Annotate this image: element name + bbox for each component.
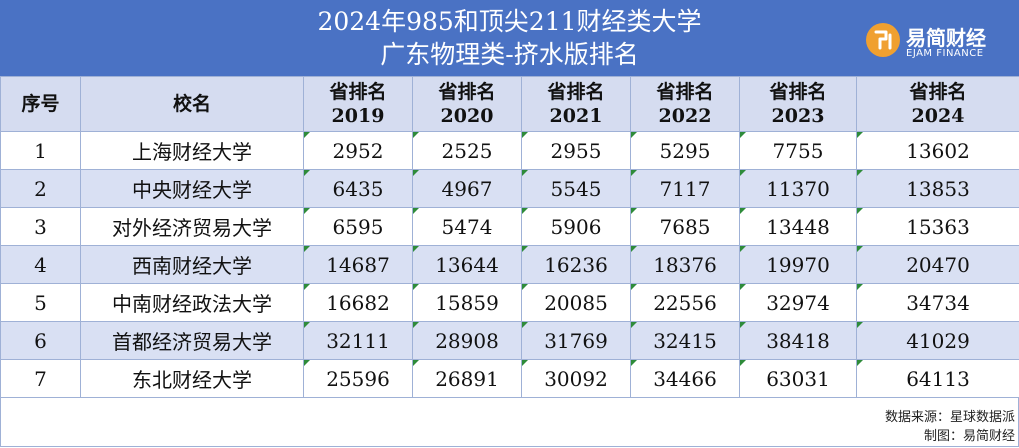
rank-cell: 2952 xyxy=(303,131,413,170)
header-year-2023: 省排名 2023 xyxy=(739,76,857,132)
rank-cell: 6595 xyxy=(303,207,413,246)
rank-cell: 13448 xyxy=(739,207,857,246)
table-row: 2 中央财经大学 6435 4967 5545 7117 11370 13853 xyxy=(0,169,1019,208)
rank-cell: 16682 xyxy=(303,283,413,322)
ranking-table: 序号 校名 省排名 2019 省排名 2020 省排名 2021 省排名 2022 省排… xyxy=(0,76,1019,398)
table-row: 3 对外经济贸易大学 6595 5474 5906 7685 13448 153… xyxy=(0,207,1019,246)
brand-logo: 易简财经 EJAM FINANCE xyxy=(866,23,1006,63)
rank-cell: 6435 xyxy=(303,169,413,208)
data-source: 数据来源：星球数据派 xyxy=(884,410,1015,425)
rank-cell: 4967 xyxy=(412,169,522,208)
rank-cell: 18376 xyxy=(630,245,740,284)
rank-cell: 32415 xyxy=(630,321,740,360)
page-subtitle: 广东物理类-挤水版排名 xyxy=(380,40,639,69)
rank-cell: 38418 xyxy=(739,321,857,360)
header-school: 校名 xyxy=(80,76,304,132)
row-index: 3 xyxy=(0,207,81,246)
rank-cell: 15859 xyxy=(412,283,522,322)
row-index: 4 xyxy=(0,245,81,284)
table-row: 1 上海财经大学 2952 2525 2955 5295 7755 13602 xyxy=(0,131,1019,170)
ejam-logo-icon xyxy=(866,23,900,57)
rank-cell: 22556 xyxy=(630,283,740,322)
row-school: 首都经济贸易大学 xyxy=(80,321,304,360)
rank-cell: 19970 xyxy=(739,245,857,284)
row-index: 2 xyxy=(0,169,81,208)
header-year-2022: 省排名 2022 xyxy=(630,76,740,132)
header-year-2019: 省排名 2019 xyxy=(303,76,413,132)
rank-cell: 15363 xyxy=(856,207,1019,246)
row-school: 东北财经大学 xyxy=(80,359,304,398)
rank-cell: 16236 xyxy=(521,245,631,284)
rank-cell: 41029 xyxy=(856,321,1019,360)
row-index: 1 xyxy=(0,131,81,170)
header-row: 序号 校名 省排名 2019 省排名 2020 省排名 2021 省排名 2022 省排… xyxy=(0,76,1019,132)
row-school: 对外经济贸易大学 xyxy=(80,207,304,246)
table-row: 6 首都经济贸易大学 32111 28908 31769 32415 38418… xyxy=(0,321,1019,360)
rank-cell: 5474 xyxy=(412,207,522,246)
rank-cell: 2525 xyxy=(412,131,522,170)
row-index: 7 xyxy=(0,359,81,398)
rank-cell: 34734 xyxy=(856,283,1019,322)
header-year-2021: 省排名 2021 xyxy=(521,76,631,132)
rank-cell: 5545 xyxy=(521,169,631,208)
rank-cell: 26891 xyxy=(412,359,522,398)
rank-cell: 13602 xyxy=(856,131,1019,170)
row-school: 上海财经大学 xyxy=(80,131,304,170)
rank-cell: 7117 xyxy=(630,169,740,208)
page-title: 2024年985和顶尖211财经类大学 xyxy=(317,7,702,36)
rank-cell: 20470 xyxy=(856,245,1019,284)
table-row: 5 中南财经政法大学 16682 15859 20085 22556 32974… xyxy=(0,283,1019,322)
row-school: 中央财经大学 xyxy=(80,169,304,208)
rank-cell: 25596 xyxy=(303,359,413,398)
rank-cell: 30092 xyxy=(521,359,631,398)
rank-cell: 14687 xyxy=(303,245,413,284)
rank-cell: 7755 xyxy=(739,131,857,170)
rank-cell: 31769 xyxy=(521,321,631,360)
rank-cell: 34466 xyxy=(630,359,740,398)
rank-cell: 11370 xyxy=(739,169,857,208)
row-index: 6 xyxy=(0,321,81,360)
header-index: 序号 xyxy=(0,76,81,132)
rank-cell: 5906 xyxy=(521,207,631,246)
rank-cell: 20085 xyxy=(521,283,631,322)
rank-cell: 13853 xyxy=(856,169,1019,208)
row-index: 5 xyxy=(0,283,81,322)
rank-cell: 5295 xyxy=(630,131,740,170)
row-school: 中南财经政法大学 xyxy=(80,283,304,322)
rank-cell: 64113 xyxy=(856,359,1019,398)
rank-cell: 28908 xyxy=(412,321,522,360)
rank-cell: 7685 xyxy=(630,207,740,246)
table-row: 7 东北财经大学 25596 26891 30092 34466 63031 6… xyxy=(0,359,1019,398)
chart-author: 制图：易简财经 xyxy=(923,429,1015,444)
brand-name-cn: 易简财经 xyxy=(906,26,986,50)
row-school: 西南财经大学 xyxy=(80,245,304,284)
title-banner: 2024年985和顶尖211财经类大学 广东物理类-挤水版排名 易简财经 EJA… xyxy=(0,0,1019,76)
rank-cell: 63031 xyxy=(739,359,857,398)
header-year-2020: 省排名 2020 xyxy=(412,76,522,132)
rank-cell: 32111 xyxy=(303,321,413,360)
table-row: 4 西南财经大学 14687 13644 16236 18376 19970 2… xyxy=(0,245,1019,284)
rank-cell: 2955 xyxy=(521,131,631,170)
footer-box xyxy=(0,398,1019,447)
brand-name-en: EJAM FINANCE xyxy=(906,48,984,59)
rank-cell: 32974 xyxy=(739,283,857,322)
rank-cell: 13644 xyxy=(412,245,522,284)
header-year-2024: 省排名 2024 xyxy=(856,76,1019,132)
